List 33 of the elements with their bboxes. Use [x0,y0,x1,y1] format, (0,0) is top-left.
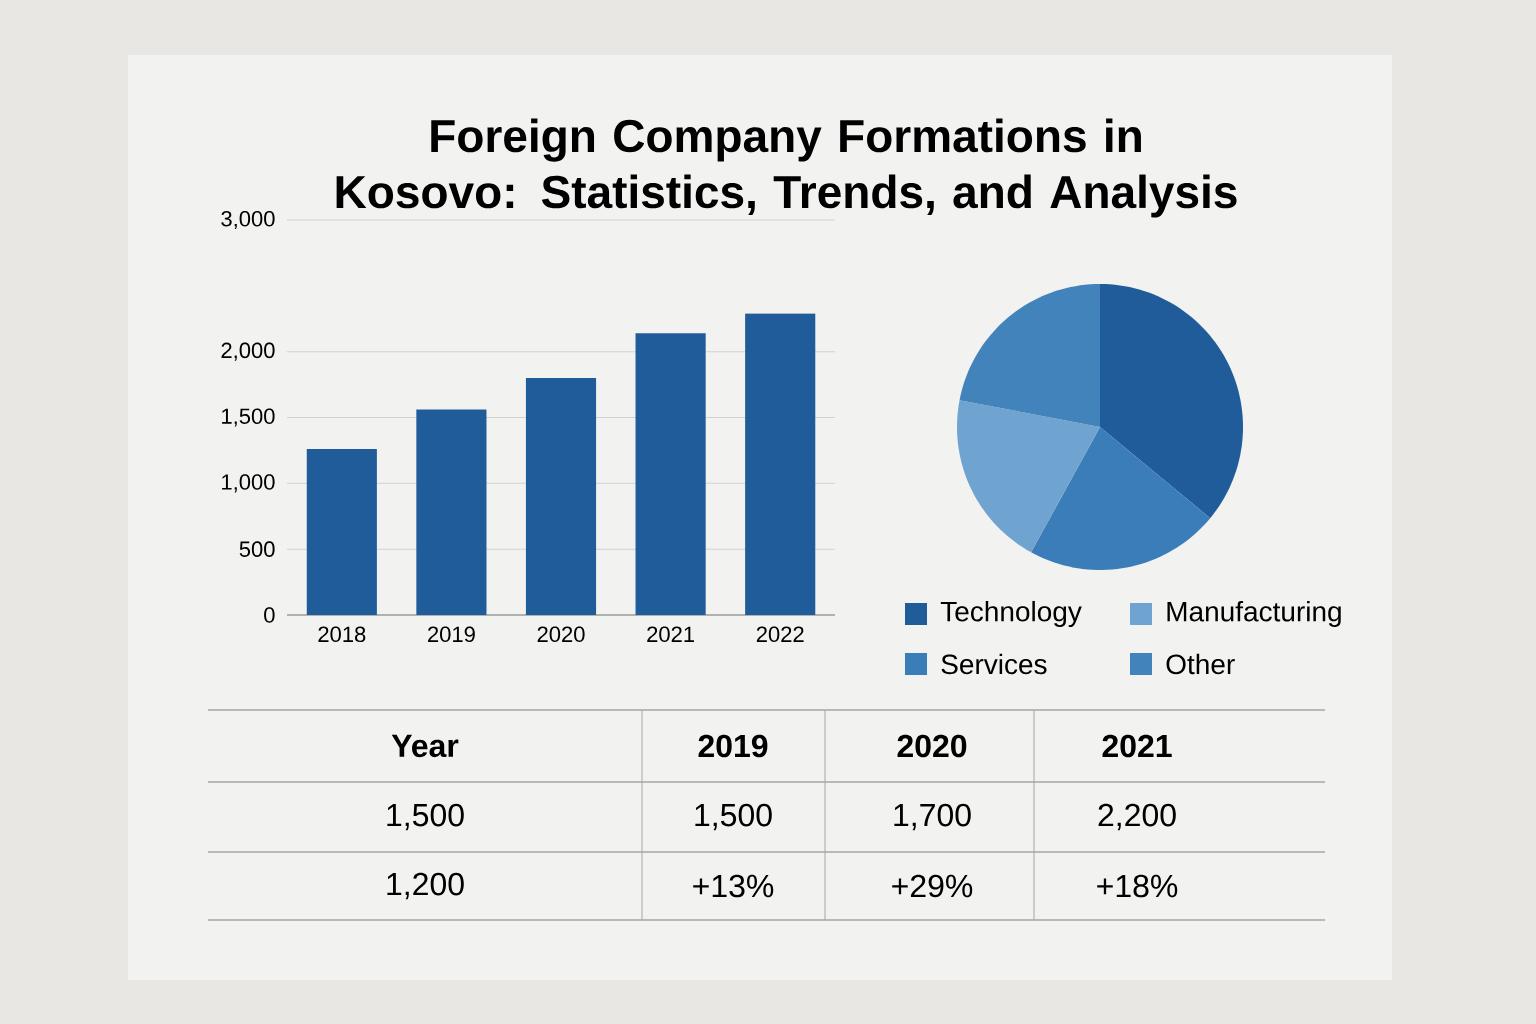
x-tick-label: 2020 [537,626,585,643]
x-tick-label: 2019 [428,626,475,643]
bar [416,409,487,615]
bar [525,378,597,615]
legend-label: Manufacturing [1167,600,1341,628]
text: 1,700 [894,803,971,831]
text: +13% [693,874,774,898]
chart-title: Foreign Company Formations in Kosovo: Statistics, Trends, and Analysis [336,118,1237,218]
legend-label: Services [941,653,1047,675]
y-tick-label: 1,000 [222,474,275,493]
text: Year [391,734,459,758]
y-tick-label: 0 [264,607,275,623]
y-tick-label: 3,000 [221,210,275,230]
text: 1,200 [387,872,464,900]
text: 2,200 [1098,803,1176,831]
legend-label: Other [1166,653,1235,675]
legend-label: Technology [940,600,1082,628]
text: 2020 [897,734,967,758]
y-tick-label: 500 [239,541,275,557]
text: 2021 [1102,734,1172,758]
text: +29% [892,874,973,898]
text: 1,500 [695,803,772,831]
bar [745,313,816,615]
y-tick-label: 1,500 [222,408,275,427]
x-tick-label: 2022 [756,626,804,643]
x-tick-label: 2018 [318,626,366,643]
y-tick-label: 2,000 [221,342,275,361]
bar [635,333,706,615]
text: 1,500 [387,803,464,831]
x-tick-label: 2021 [647,626,694,643]
bar [306,449,377,615]
text: +18% [1097,874,1178,898]
text: 2019 [698,734,768,758]
